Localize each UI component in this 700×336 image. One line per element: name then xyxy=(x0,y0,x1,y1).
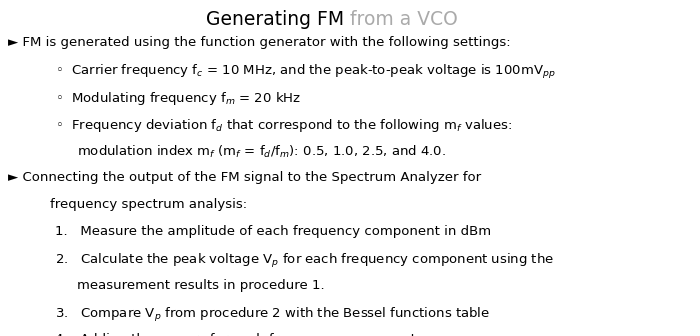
Text: 4.   Adding the powers for each frequency component: 4. Adding the powers for each frequency … xyxy=(55,333,416,336)
Text: measurement results in procedure 1.: measurement results in procedure 1. xyxy=(77,279,325,292)
Text: frequency spectrum analysis:: frequency spectrum analysis: xyxy=(50,198,247,211)
Text: ◦  Modulating frequency f$_m$ = 20 kHz: ◦ Modulating frequency f$_m$ = 20 kHz xyxy=(55,90,301,107)
Text: ◦  Carrier frequency f$_c$ = 10 MHz, and the peak-to-peak voltage is 100mV$_{pp}: ◦ Carrier frequency f$_c$ = 10 MHz, and … xyxy=(55,63,556,81)
Text: ◦  Frequency deviation f$_d$ that correspond to the following m$_f$ values:: ◦ Frequency deviation f$_d$ that corresp… xyxy=(55,117,512,134)
Text: 2.   Calculate the peak voltage V$_p$ for each frequency component using the: 2. Calculate the peak voltage V$_p$ for … xyxy=(55,252,554,270)
Text: 1.   Measure the amplitude of each frequency component in dBm: 1. Measure the amplitude of each frequen… xyxy=(55,225,491,238)
Text: modulation index m$_f$ (m$_f$ = f$_d$/f$_m$): 0.5, 1.0, 2.5, and 4.0.: modulation index m$_f$ (m$_f$ = f$_d$/f$… xyxy=(77,144,446,160)
Text: ► FM is generated using the function generator with the following settings:: ► FM is generated using the function gen… xyxy=(8,36,510,49)
Text: from a VCO: from a VCO xyxy=(350,10,458,29)
Text: ► Connecting the output of the FM signal to the Spectrum Analyzer for: ► Connecting the output of the FM signal… xyxy=(8,171,481,184)
Text: Generating FM: Generating FM xyxy=(206,10,350,29)
Text: 3.   Compare V$_p$ from procedure 2 with the Bessel functions table: 3. Compare V$_p$ from procedure 2 with t… xyxy=(55,306,490,324)
